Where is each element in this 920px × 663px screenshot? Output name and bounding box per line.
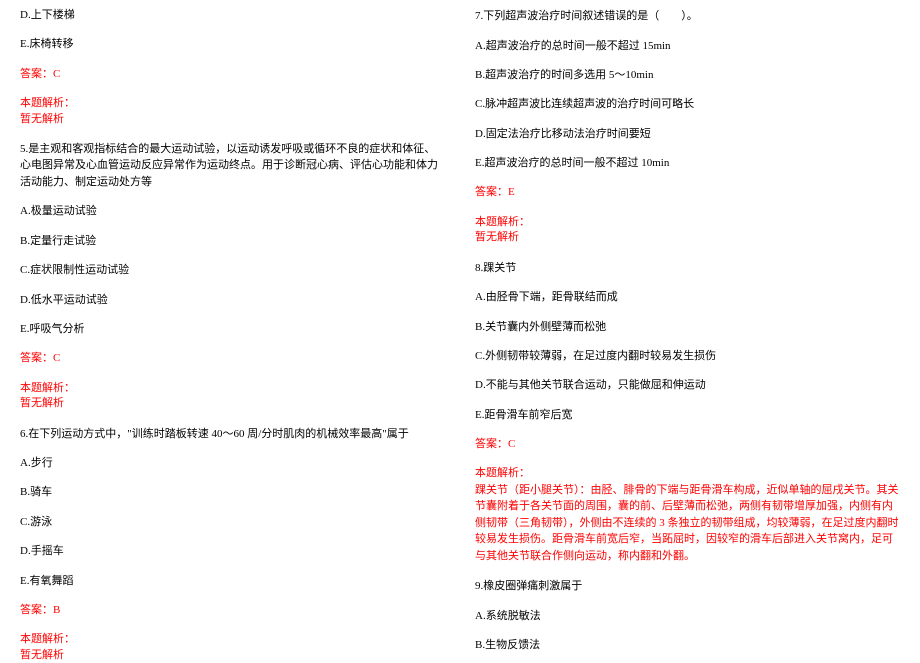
option-text: E.床椅转移 bbox=[20, 37, 445, 52]
option-text: A.极量运动试验 bbox=[20, 204, 445, 219]
option-text: B.生物反馈法 bbox=[475, 638, 900, 653]
analysis-text: 踝关节（距小腿关节）：由胫、腓骨的下端与距骨滑车构成，近似单轴的屈戌关节。其关节… bbox=[475, 482, 900, 565]
analysis-text: 暂无解析 bbox=[20, 396, 445, 411]
option-text: C.游泳 bbox=[20, 515, 445, 530]
option-text: A.系统脱敏法 bbox=[475, 609, 900, 624]
option-text: D.手摇车 bbox=[20, 544, 445, 559]
option-text: E.呼吸气分析 bbox=[20, 322, 445, 337]
option-text: D.不能与其他关节联合运动，只能做屈和伸运动 bbox=[475, 378, 900, 393]
analysis-label: 本题解析： bbox=[20, 96, 445, 111]
question-stem: 5.是主观和客观指标结合的最大运动试验，以运动诱发呼吸或循环不良的症状和体征、心… bbox=[20, 141, 445, 191]
option-text: E.超声波治疗的总时间一般不超过 10min bbox=[475, 156, 900, 171]
option-text: E.有氧舞蹈 bbox=[20, 574, 445, 589]
option-text: B.骑车 bbox=[20, 485, 445, 500]
question-stem: 7.下列超声波治疗时间叙述错误的是（ ）。 bbox=[475, 8, 900, 25]
option-text: B.关节囊内外侧壁薄而松弛 bbox=[475, 320, 900, 335]
question-stem: 9.橡皮圈弹痛刺激属于 bbox=[475, 578, 900, 595]
option-text: A.步行 bbox=[20, 456, 445, 471]
analysis-label: 本题解析： bbox=[20, 381, 445, 396]
option-text: C.外侧韧带较薄弱，在足过度内翻时较易发生损伤 bbox=[475, 349, 900, 364]
option-text: E.距骨滑车前窄后宽 bbox=[475, 408, 900, 423]
answer-text: 答案：B bbox=[20, 603, 445, 618]
option-text: D.固定法治疗比移动法治疗时间要短 bbox=[475, 127, 900, 142]
question-stem: 6.在下列运动方式中，"训练时踏板转速 40～60 周/分时肌肉的机械效率最高"… bbox=[20, 426, 445, 443]
option-text: A.由胫骨下端，距骨联结而成 bbox=[475, 290, 900, 305]
answer-text: 答案：C bbox=[475, 437, 900, 452]
option-text: C.脉冲超声波比连续超声波的治疗时间可略长 bbox=[475, 97, 900, 112]
option-text: D.低水平运动试验 bbox=[20, 293, 445, 308]
answer-text: 答案：E bbox=[475, 185, 900, 200]
analysis-label: 本题解析： bbox=[20, 632, 445, 647]
right-column: 7.下列超声波治疗时间叙述错误的是（ ）。 A.超声波治疗的总时间一般不超过 1… bbox=[475, 8, 900, 643]
option-text: B.超声波治疗的时间多选用 5～10min bbox=[475, 68, 900, 83]
option-text: A.超声波治疗的总时间一般不超过 15min bbox=[475, 39, 900, 54]
option-text: C.症状限制性运动试验 bbox=[20, 263, 445, 278]
analysis-text: 暂无解析 bbox=[20, 112, 445, 127]
option-text: D.上下楼梯 bbox=[20, 8, 445, 23]
analysis-label: 本题解析： bbox=[475, 215, 900, 230]
answer-text: 答案：C bbox=[20, 351, 445, 366]
analysis-label: 本题解析： bbox=[475, 466, 900, 481]
analysis-text: 暂无解析 bbox=[475, 230, 900, 245]
left-column: D.上下楼梯 E.床椅转移 答案：C 本题解析： 暂无解析 5.是主观和客观指标… bbox=[20, 8, 445, 643]
analysis-text: 暂无解析 bbox=[20, 648, 445, 663]
question-stem: 8.踝关节 bbox=[475, 260, 900, 277]
option-text: B.定量行走试验 bbox=[20, 234, 445, 249]
answer-text: 答案：C bbox=[20, 67, 445, 82]
